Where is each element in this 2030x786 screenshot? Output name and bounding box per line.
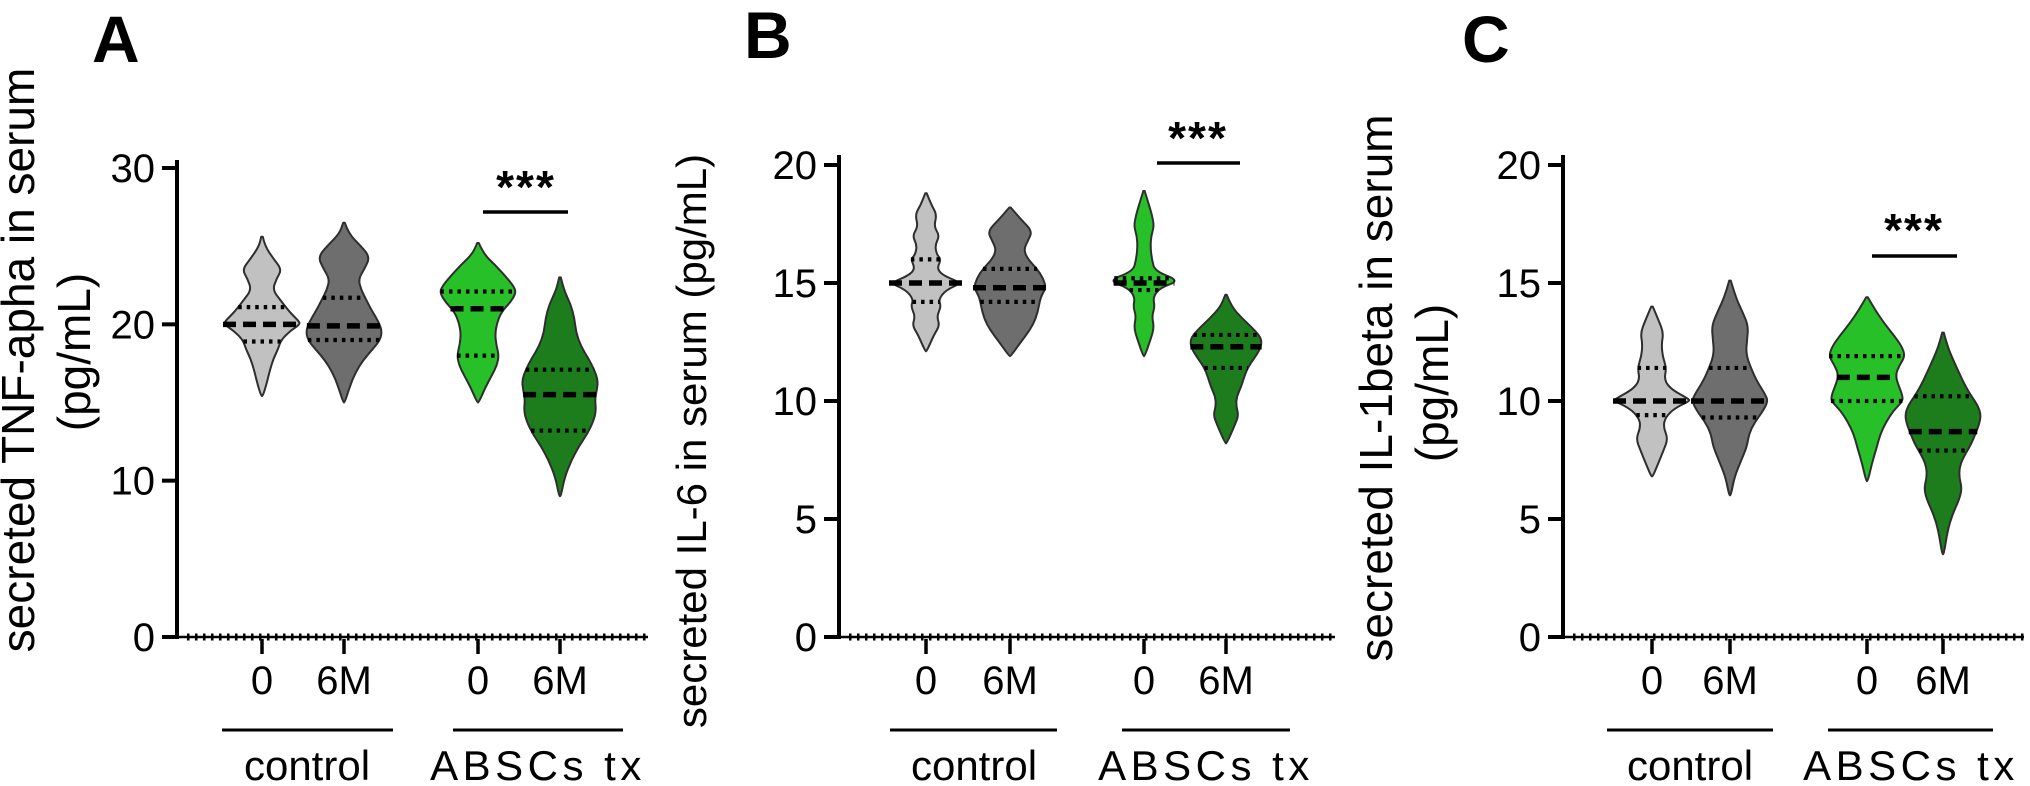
significance-stars: *** <box>1168 112 1228 164</box>
x-tick-label-time: 6M <box>1702 659 1758 703</box>
y-tick-label: 20 <box>111 303 156 347</box>
violin-ABSCs-tx-6M <box>1189 293 1263 445</box>
x-tick-label-time: 6M <box>982 659 1038 703</box>
x-tick-label-time: 6M <box>1915 659 1971 703</box>
y-axis-label: secreted TNF-apha in serum <box>0 68 44 653</box>
significance-stars: *** <box>496 161 556 213</box>
violin-control-0 <box>1613 305 1691 478</box>
violin-ABSCs-tx-6M <box>1904 331 1982 556</box>
y-axis-label: secreted IL-1beta in serum <box>1350 114 1402 661</box>
violin-control-6M <box>305 221 383 404</box>
y-tick-label: 0 <box>133 616 155 660</box>
panel-letter-B: B <box>744 0 792 72</box>
violin-control-0 <box>223 235 301 398</box>
group-label-ABSCs-tx: ABSCs tx <box>1803 742 2019 786</box>
x-tick-label-time: 0 <box>467 659 489 703</box>
y-tick-label: 10 <box>773 380 818 424</box>
violin-control-0 <box>893 192 959 353</box>
violin-ABSCs-tx-6M <box>521 276 599 498</box>
y-axis-label: secreted IL-6 in serum (pg/mL) <box>668 154 715 728</box>
y-tick-label: 20 <box>1497 144 1542 188</box>
y-axis-label: (pg/mL) <box>1406 304 1458 462</box>
y-tick-label: 20 <box>773 144 818 188</box>
x-tick-label-time: 0 <box>1856 659 1878 703</box>
x-tick-label-time: 0 <box>915 659 937 703</box>
x-tick-label-time: 0 <box>1641 659 1663 703</box>
x-tick-label-time: 6M <box>532 659 588 703</box>
y-axis-label: (pg/mL) <box>48 273 100 431</box>
panel-letter-A: A <box>92 2 140 76</box>
y-tick-label: 0 <box>1519 616 1541 660</box>
y-tick-label: 15 <box>773 262 818 306</box>
group-label-control: control <box>911 742 1037 786</box>
y-tick-label: 10 <box>111 460 156 504</box>
x-tick-label-time: 6M <box>1198 659 1254 703</box>
significance-stars: *** <box>1884 204 1944 256</box>
x-tick-label-time: 6M <box>316 659 372 703</box>
y-tick-label: 30 <box>111 147 156 191</box>
violin-control-6M <box>1691 279 1769 497</box>
y-tick-label: 5 <box>1519 498 1541 542</box>
panel-letter-C: C <box>1462 2 1510 76</box>
y-tick-label: 10 <box>1497 380 1542 424</box>
x-tick-label-time: 0 <box>1133 659 1155 703</box>
violin-control-6M <box>973 206 1047 358</box>
y-tick-label: 5 <box>795 498 817 542</box>
violin-ABSCs-tx-0 <box>439 242 517 404</box>
group-label-control: control <box>1627 742 1753 786</box>
group-label-ABSCs-tx: ABSCs tx <box>1098 742 1314 786</box>
violin-ABSCs-tx-0 <box>1112 190 1176 358</box>
group-label-ABSCs-tx: ABSCs tx <box>430 742 646 786</box>
x-tick-label-time: 0 <box>251 659 273 703</box>
y-tick-label: 0 <box>795 616 817 660</box>
group-label-control: control <box>244 742 370 786</box>
y-tick-label: 15 <box>1497 262 1542 306</box>
violin-ABSCs-tx-0 <box>1828 296 1906 483</box>
